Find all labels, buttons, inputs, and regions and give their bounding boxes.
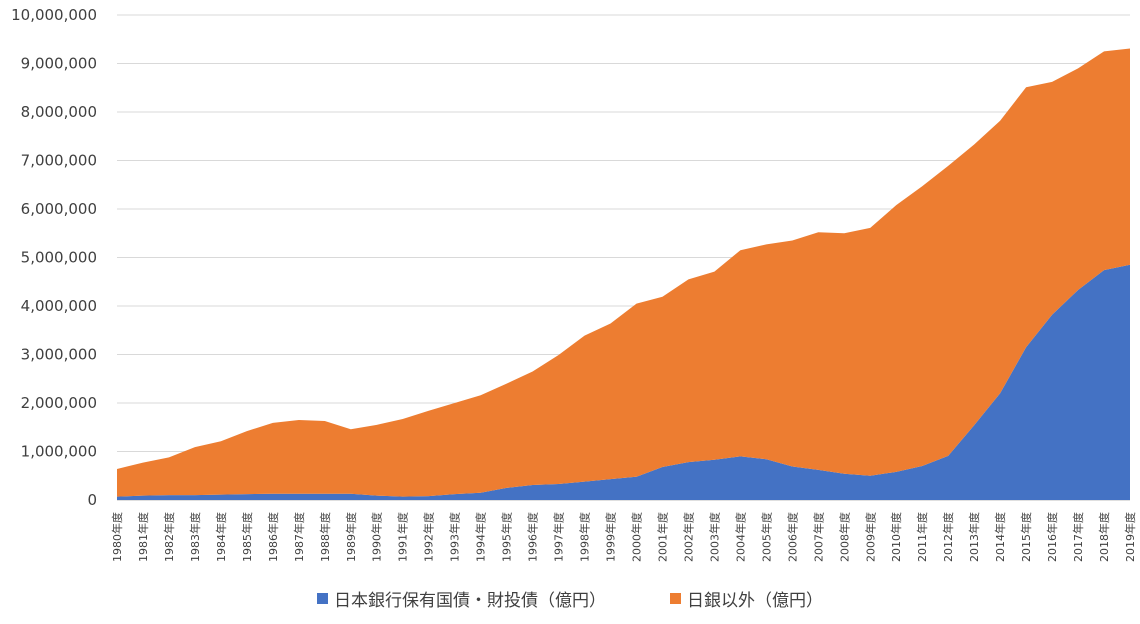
legend-item-boj: 日本銀行保有国債・財投債（億円） [317, 586, 606, 611]
x-tick-label: 1996年度 [526, 512, 540, 562]
x-tick-label: 2006年度 [785, 512, 799, 562]
x-tick-label: 2015年度 [1019, 512, 1033, 562]
y-tick-label: 5,000,000 [21, 249, 97, 267]
x-tick-label: 1994年度 [474, 512, 488, 562]
y-tick-label: 9,000,000 [21, 55, 97, 73]
x-tick-label: 1991年度 [396, 512, 410, 562]
x-tick-label: 2001年度 [655, 512, 669, 562]
x-tick-label: 1989年度 [344, 512, 358, 562]
x-tick-label: 2000年度 [629, 512, 643, 562]
area-series-non-boj [117, 48, 1130, 497]
legend-label-non-boj: 日銀以外（億円） [687, 590, 823, 611]
x-tick-label: 1999年度 [604, 512, 618, 562]
x-tick-label: 1986年度 [266, 512, 280, 562]
y-tick-label: 2,000,000 [21, 394, 97, 412]
x-tick-label: 1995年度 [500, 512, 514, 562]
x-axis-ticks: 1980年度 1981年度 1982年度 1983年度 1984年度 1985年度 1986… [110, 512, 1137, 562]
y-tick-label: 10,000,000 [11, 6, 97, 24]
x-tick-label: 1997年度 [552, 512, 566, 562]
y-tick-label: 3,000,000 [21, 346, 97, 364]
x-tick-label: 2011年度 [915, 512, 929, 562]
x-tick-label: 2019年度 [1123, 512, 1137, 562]
x-tick-label: 1990年度 [370, 512, 384, 562]
area-series-boj [117, 264, 1130, 500]
x-tick-label: 2007年度 [811, 512, 825, 562]
legend-item-non-boj: 日銀以外（億円） [670, 586, 823, 611]
x-tick-label: 2012年度 [941, 512, 955, 562]
y-axis-ticks: 0 1,000,000 2,000,000 3,000,000 4,000,000 5,0… [11, 6, 97, 509]
legend: 日本銀行保有国債・財投債（億円） 日銀以外（億円） [0, 586, 1140, 611]
y-tick-label: 7,000,000 [21, 152, 97, 170]
legend-swatch-non-boj [670, 592, 681, 604]
x-tick-label: 2004年度 [733, 512, 747, 562]
x-tick-label: 1980年度 [110, 512, 124, 562]
x-tick-label: 2003年度 [707, 512, 721, 562]
x-tick-label: 2008年度 [837, 512, 851, 562]
x-tick-label: 2018年度 [1097, 512, 1111, 562]
x-tick-label: 2009年度 [863, 512, 877, 562]
x-tick-label: 1984年度 [214, 512, 228, 562]
x-tick-label: 2010年度 [889, 512, 903, 562]
x-tick-label: 1998年度 [578, 512, 592, 562]
x-tick-label: 1983年度 [188, 512, 202, 562]
y-tick-label: 8,000,000 [21, 103, 97, 121]
x-tick-label: 2016年度 [1045, 512, 1059, 562]
x-tick-label: 1982年度 [162, 512, 176, 562]
x-tick-label: 1992年度 [422, 512, 436, 562]
y-tick-label: 6,000,000 [21, 200, 97, 218]
x-tick-label: 1985年度 [240, 512, 254, 562]
y-tick-label: 0 [87, 491, 97, 509]
x-tick-label: 2002年度 [681, 512, 695, 562]
legend-swatch-boj [317, 592, 328, 604]
legend-label-boj: 日本銀行保有国債・財投債（億円） [334, 590, 606, 611]
x-tick-label: 2017年度 [1071, 512, 1085, 562]
x-tick-label: 2013年度 [967, 512, 981, 562]
x-tick-label: 2014年度 [993, 512, 1007, 562]
x-tick-label: 2005年度 [759, 512, 773, 562]
x-tick-label: 1981年度 [136, 512, 150, 562]
x-tick-label: 1993年度 [448, 512, 462, 562]
y-tick-label: 4,000,000 [21, 297, 97, 315]
x-tick-label: 1987年度 [292, 512, 306, 562]
y-tick-label: 1,000,000 [21, 443, 97, 461]
x-tick-label: 1988年度 [318, 512, 332, 562]
area-series [117, 48, 1130, 500]
